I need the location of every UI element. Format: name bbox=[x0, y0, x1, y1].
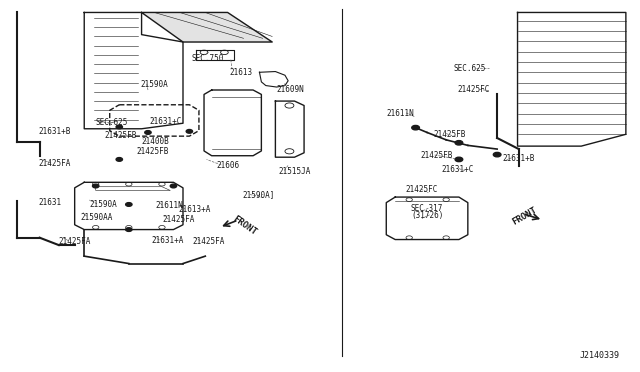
Circle shape bbox=[145, 131, 151, 134]
Text: 21609N: 21609N bbox=[276, 85, 305, 94]
Text: SEC.625: SEC.625 bbox=[96, 118, 128, 127]
Text: FRONT: FRONT bbox=[511, 206, 539, 227]
Text: 21425FC: 21425FC bbox=[405, 185, 438, 194]
Text: 21606: 21606 bbox=[217, 161, 240, 170]
Text: 21425FA: 21425FA bbox=[193, 237, 225, 246]
Text: 21611N: 21611N bbox=[387, 109, 414, 118]
Text: FRONT: FRONT bbox=[231, 215, 258, 237]
Text: 21425FB: 21425FB bbox=[420, 151, 453, 160]
Text: SEC.317: SEC.317 bbox=[410, 204, 443, 214]
Circle shape bbox=[93, 184, 99, 188]
Text: 21425FB: 21425FB bbox=[433, 130, 466, 139]
Text: SEC.750: SEC.750 bbox=[191, 54, 223, 63]
Text: 21631+B: 21631+B bbox=[38, 127, 71, 136]
Text: 21590AA: 21590AA bbox=[81, 212, 113, 221]
Text: 21613+A: 21613+A bbox=[179, 205, 211, 214]
Text: 21590A]: 21590A] bbox=[243, 190, 275, 199]
Text: 21425FB: 21425FB bbox=[136, 147, 169, 156]
Circle shape bbox=[170, 184, 177, 188]
Text: 21590A: 21590A bbox=[140, 80, 168, 89]
Text: 21425FA: 21425FA bbox=[162, 215, 195, 224]
Circle shape bbox=[125, 228, 132, 231]
Text: 21515JA: 21515JA bbox=[278, 167, 310, 176]
Circle shape bbox=[186, 129, 193, 133]
Text: 21425FC: 21425FC bbox=[458, 85, 490, 94]
Text: 21425FB: 21425FB bbox=[104, 131, 137, 140]
Circle shape bbox=[455, 157, 463, 161]
Circle shape bbox=[116, 125, 122, 129]
Circle shape bbox=[493, 153, 501, 157]
Text: SEC.625: SEC.625 bbox=[454, 64, 486, 73]
Text: 21613: 21613 bbox=[230, 68, 253, 77]
Text: 21631+C: 21631+C bbox=[441, 165, 474, 174]
Text: J2140339: J2140339 bbox=[579, 350, 620, 359]
Circle shape bbox=[116, 158, 122, 161]
Text: 21631+A: 21631+A bbox=[152, 236, 184, 245]
Polygon shape bbox=[141, 13, 272, 42]
Text: 21425FA: 21425FA bbox=[59, 237, 91, 246]
Text: 21425FA: 21425FA bbox=[38, 159, 71, 169]
Text: 21631+C: 21631+C bbox=[149, 116, 182, 125]
Text: (31726): (31726) bbox=[412, 211, 444, 220]
Text: 21400B: 21400B bbox=[141, 137, 170, 146]
Text: 21611N: 21611N bbox=[156, 201, 183, 211]
Text: 21590A: 21590A bbox=[90, 200, 117, 209]
Circle shape bbox=[125, 203, 132, 206]
Circle shape bbox=[412, 125, 419, 130]
Text: 21631+B: 21631+B bbox=[502, 154, 534, 163]
Text: 21631: 21631 bbox=[38, 199, 61, 208]
Circle shape bbox=[455, 141, 463, 145]
